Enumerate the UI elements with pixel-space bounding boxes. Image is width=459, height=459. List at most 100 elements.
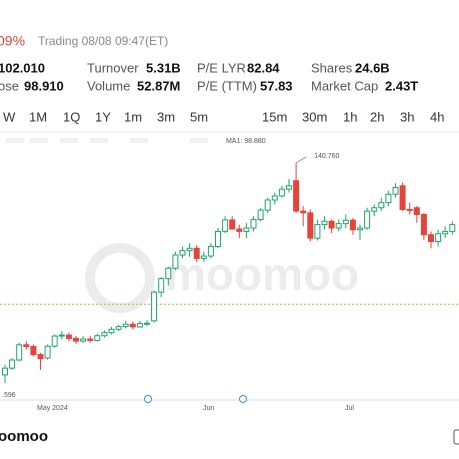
indicator-chip [6, 138, 24, 143]
candle-body [243, 227, 250, 232]
candle-body [179, 250, 186, 256]
candle-body [328, 220, 335, 229]
candle-body [335, 223, 342, 229]
high-pointer [295, 156, 307, 164]
candle-body [108, 328, 115, 334]
stat-label: P/E LYR [197, 60, 246, 75]
timeframe-tab[interactable]: 1h [343, 109, 357, 124]
stat-value: 98.910 [24, 78, 64, 93]
timeframe-tab[interactable]: 3h [400, 109, 414, 124]
candle-body [449, 224, 456, 232]
candle-body [30, 346, 37, 356]
indicator: MA1: 98.880 [226, 138, 266, 145]
candle-body [406, 208, 413, 211]
x-tick-label: Jul [345, 405, 354, 412]
candle-body [385, 193, 392, 204]
stat-value: 57.83 [260, 78, 293, 93]
candle-body [420, 214, 427, 236]
timeframe-tab[interactable]: 5m [190, 109, 208, 124]
candle-body [399, 185, 406, 210]
candle-body [16, 344, 23, 361]
candle-body [314, 224, 321, 239]
stat-label: ose [0, 78, 19, 93]
timeframe-tab[interactable]: 4h [430, 109, 444, 124]
candle-body [321, 220, 328, 226]
candle-body [158, 278, 165, 293]
stat-value: 102.010 [0, 60, 45, 75]
candle-body [87, 338, 94, 341]
timeframe-tab[interactable]: 1m [124, 109, 142, 124]
timeframe-tab[interactable]: 15m [262, 109, 287, 124]
timeframe-tab[interactable]: 2h [370, 109, 384, 124]
stat-label: Turnover [87, 60, 139, 75]
footer-icon [453, 429, 459, 445]
low-label: .596 [2, 392, 16, 399]
candle-body [392, 187, 399, 195]
candle-body [357, 227, 363, 231]
candle-body [300, 210, 307, 214]
candle-body [378, 202, 385, 209]
event-marker[interactable] [239, 395, 247, 403]
candle-body [222, 219, 229, 232]
candle-body [229, 219, 236, 230]
candle-body [65, 334, 72, 339]
candle-body [115, 326, 122, 330]
candle-body [271, 195, 278, 201]
candle-body [186, 247, 193, 252]
candle-body [307, 212, 314, 239]
stat-value: 5.31B [146, 60, 181, 75]
timeframe-tab[interactable]: W [3, 109, 16, 124]
timeframe-tab[interactable]: 3m [157, 109, 175, 124]
candle-body [413, 207, 420, 216]
candle-body [165, 267, 172, 280]
candle-body [80, 338, 87, 342]
high-label: 140.760 [314, 153, 339, 160]
candle-body [371, 207, 378, 212]
stat-label: P/E (TTM) [197, 78, 257, 93]
stat-value: 82.84 [247, 60, 280, 75]
candle-body [2, 367, 8, 376]
candle-body [286, 185, 292, 190]
status: Trading 08/08 09:47(ET) [38, 34, 168, 48]
candle-body [207, 246, 214, 257]
stat-value: 52.87M [137, 78, 180, 93]
candle-body [442, 230, 449, 235]
indicator-chip [90, 138, 108, 143]
candle-body [428, 234, 434, 243]
candle-body [23, 344, 30, 348]
candle-body [73, 337, 79, 342]
timeframe-tab[interactable]: 30m [302, 109, 327, 124]
event-marker[interactable] [144, 395, 152, 403]
stat-label: Volume [87, 78, 130, 93]
timeframe-tab[interactable]: 1M [29, 109, 47, 124]
candle-body [250, 219, 257, 229]
change: 09% [0, 33, 25, 49]
x-tick-label: Jun [203, 405, 214, 412]
x-tick-label: May 2024 [37, 405, 68, 412]
timeframe-tab[interactable]: 1Q [63, 109, 80, 124]
candle-body [129, 323, 136, 328]
stat-value: 24.6B [355, 60, 390, 75]
candle-body [9, 359, 16, 369]
timeframe-tab[interactable]: 1Y [95, 109, 111, 124]
candle-body [278, 188, 285, 197]
candle-body [37, 354, 44, 360]
candle-body [435, 233, 442, 243]
candle-body [215, 230, 221, 248]
candle-body [293, 180, 300, 212]
candle-body [193, 247, 200, 259]
watermark-logo [85, 243, 155, 313]
candle-body [257, 209, 264, 221]
stat-value: 2.43T [385, 78, 418, 93]
indicator-chip [30, 138, 48, 143]
candle-body [349, 219, 356, 231]
candle-body [51, 335, 58, 347]
candle-body [94, 335, 101, 341]
candle-body [144, 322, 150, 325]
footer-logo: oomoo [0, 428, 48, 445]
candle-body [44, 345, 51, 359]
candle-body [58, 334, 65, 337]
indicator-chip [130, 138, 148, 143]
